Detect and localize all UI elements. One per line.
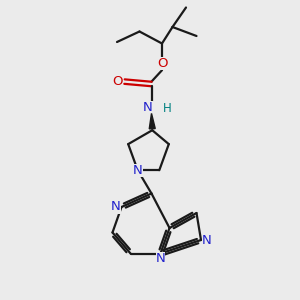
Text: H: H <box>163 102 172 115</box>
Text: O: O <box>113 75 123 88</box>
Text: O: O <box>157 57 167 70</box>
Text: N: N <box>143 101 153 114</box>
Text: N: N <box>156 251 165 265</box>
Text: N: N <box>111 200 121 214</box>
Polygon shape <box>149 113 155 129</box>
Text: N: N <box>202 233 211 247</box>
Text: N: N <box>133 164 142 177</box>
